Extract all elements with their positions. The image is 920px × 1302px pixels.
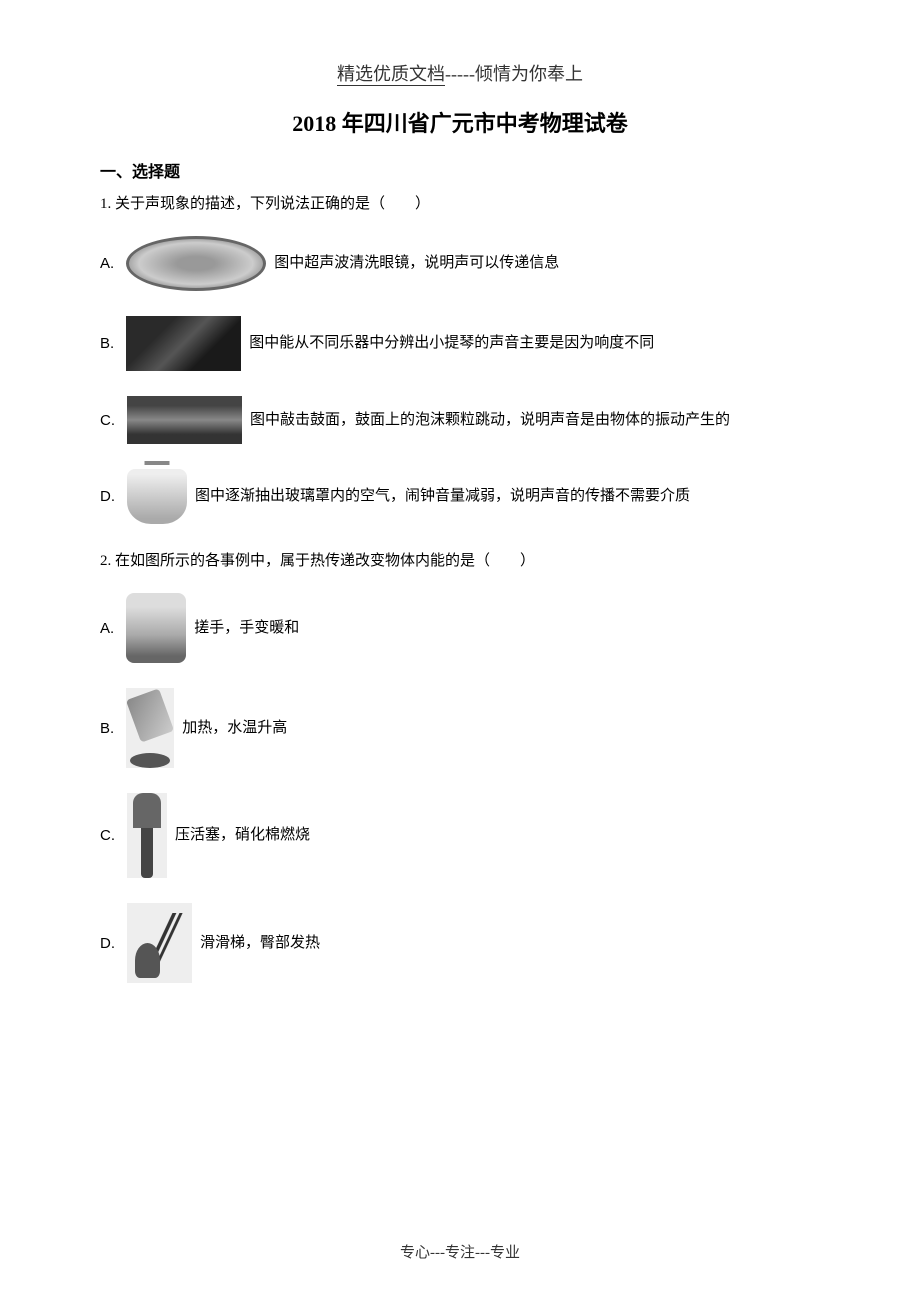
option-text: 图中逐渐抽出玻璃罩内的空气，闹钟音量减弱，说明声音的传播不需要介质 [195,485,690,508]
q1-option-a: A. 图中超声波清洗眼镜，说明声可以传递信息 [100,236,820,291]
option-text: 搓手，手变暖和 [194,617,299,640]
watermark-suffix: 倾情为你奉上 [475,64,583,84]
option-label: A. [100,255,114,272]
q2-option-d: D. 滑滑梯，臀部发热 [100,903,820,983]
footer-watermark: 专心---专注---专业 [0,1241,920,1262]
q1-option-c: C. 图中敲击鼓面，鼓面上的泡沫颗粒跳动，说明声音是由物体的振动产生的 [100,396,820,444]
option-label: B. [100,335,114,352]
heating-water-image [126,688,174,768]
ultrasonic-cleaner-image [126,236,266,291]
option-label: C. [100,412,115,429]
q2-option-a: A. 搓手，手变暖和 [100,593,820,663]
drum-image [127,396,242,444]
q2-option-c: C. 压活塞，硝化棉燃烧 [100,793,820,878]
q1-option-d: D. 图中逐渐抽出玻璃罩内的空气，闹钟音量减弱，说明声音的传播不需要介质 [100,469,820,524]
option-label: B. [100,720,114,737]
option-text: 加热，水温升高 [182,717,287,740]
option-label: A. [100,620,114,637]
piston-image [127,793,167,878]
q1-option-b: B. 图中能从不同乐器中分辨出小提琴的声音主要是因为响度不同 [100,316,820,371]
option-label: D. [100,935,115,952]
section-heading: 一、选择题 [100,158,820,182]
rubbing-hands-image [126,593,186,663]
slide-image [127,903,192,983]
option-text: 图中能从不同乐器中分辨出小提琴的声音主要是因为响度不同 [249,332,654,355]
watermark-top: 精选优质文档-----倾情为你奉上 [100,60,820,86]
option-text: 压活塞，硝化棉燃烧 [175,824,310,847]
watermark-prefix: 精选优质文档 [337,64,445,84]
page-title: 2018 年四川省广元市中考物理试卷 [100,106,820,138]
glass-jar-image [127,469,187,524]
option-text: 图中敲击鼓面，鼓面上的泡沫颗粒跳动，说明声音是由物体的振动产生的 [250,409,730,432]
option-text: 滑滑梯，臀部发热 [200,932,320,955]
option-label: C. [100,827,115,844]
option-label: D. [100,488,115,505]
option-text: 图中超声波清洗眼镜，说明声可以传递信息 [274,252,559,275]
question-1-stem: 1. 关于声现象的描述，下列说法正确的是（ ） [100,192,820,216]
violin-image [126,316,241,371]
watermark-separator: ----- [445,64,475,84]
question-2-stem: 2. 在如图所示的各事例中，属于热传递改变物体内能的是（ ） [100,549,820,573]
q2-option-b: B. 加热，水温升高 [100,688,820,768]
